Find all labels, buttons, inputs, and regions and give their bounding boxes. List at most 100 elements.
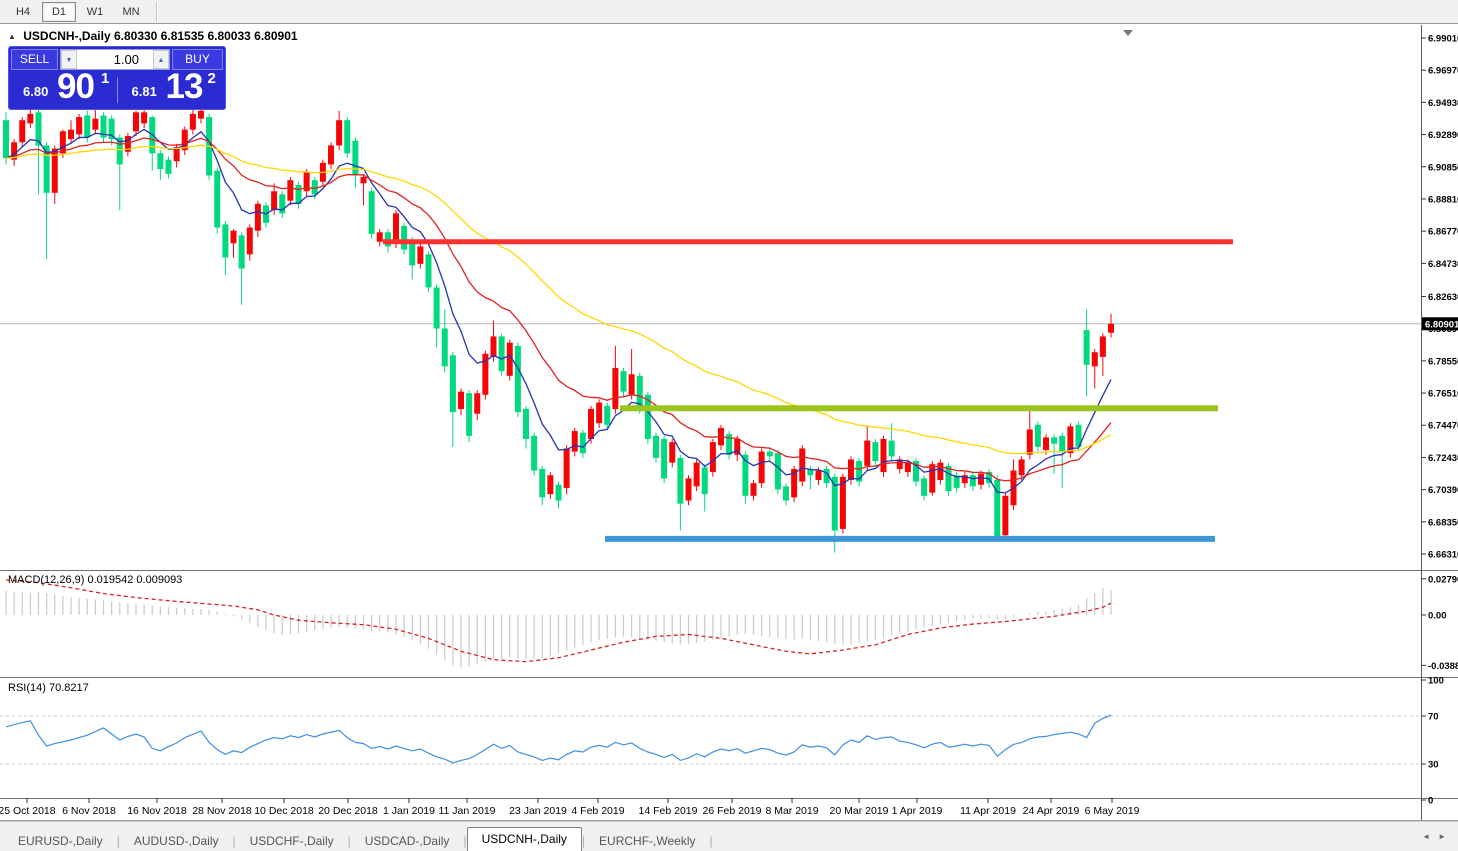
- candle-body: [311, 180, 318, 195]
- candle-body: [523, 408, 529, 439]
- timeframe-tab-w1[interactable]: W1: [86, 5, 104, 18]
- candle-body: [287, 180, 294, 201]
- candle-body: [271, 191, 278, 211]
- candle-body: [571, 431, 578, 452]
- candle-body: [238, 235, 245, 269]
- candle-body: [921, 478, 928, 496]
- candle-body: [376, 232, 383, 242]
- candle-body: [141, 112, 148, 124]
- candle-body: [1108, 323, 1114, 333]
- sell-price-big: 90: [57, 67, 95, 106]
- symbol-tab-usdcnh[interactable]: USDCNH-,Daily: [466, 827, 582, 851]
- rsi-label: RSI(14) 70.8217: [8, 682, 89, 694]
- price-tick-label: 6.74470: [1428, 421, 1458, 432]
- buy-price[interactable]: 6.81 13 2: [118, 67, 226, 109]
- candle-body: [969, 475, 976, 487]
- candle-body: [133, 112, 139, 132]
- candle-body: [742, 454, 749, 496]
- buy-price-small: 6.81: [131, 84, 157, 99]
- candle-body: [831, 476, 838, 531]
- symbol-tab-eurchf[interactable]: EURCHF-,Weekly: [599, 834, 696, 848]
- candle-body: [409, 240, 416, 266]
- candle-body: [539, 468, 546, 498]
- candle-body: [230, 230, 237, 244]
- sell-button[interactable]: SELL: [11, 49, 58, 70]
- candle-body: [953, 475, 960, 488]
- candle-body: [1075, 424, 1082, 447]
- scroll-to-end-icon[interactable]: [1123, 30, 1133, 36]
- ma-line-slow: [5, 144, 1112, 455]
- candle-body: [555, 484, 562, 501]
- ma-line-mid: [5, 137, 1112, 482]
- candle-body: [978, 473, 984, 485]
- candle-body: [393, 213, 399, 244]
- date-label: 24 Apr 2019: [1023, 805, 1080, 817]
- symbol-tab-eurusd[interactable]: EURUSD-,Daily: [18, 834, 103, 848]
- date-label: 14 Feb 2019: [639, 805, 698, 817]
- candle-body: [701, 467, 708, 495]
- candle-body: [693, 462, 700, 487]
- symbol-tab-audusd[interactable]: AUDUSD-,Daily: [133, 834, 219, 848]
- candle-body: [612, 367, 619, 409]
- price-tick-label: 6.94930: [1428, 98, 1458, 109]
- candle-body: [498, 336, 505, 372]
- price-tick-label: 6.82630: [1428, 292, 1458, 303]
- candle-body: [685, 478, 692, 501]
- tabs-scroll-right-icon[interactable]: ►: [1438, 832, 1454, 841]
- candle-body: [815, 470, 822, 480]
- candle-body: [1002, 495, 1009, 536]
- candle-body: [181, 129, 188, 151]
- candle-body: [328, 145, 334, 165]
- rsi-tick-label: 30: [1428, 760, 1439, 771]
- candle-body: [864, 440, 871, 466]
- candle-body: [1067, 426, 1074, 454]
- candle-body: [27, 113, 34, 124]
- tab-separator: |: [232, 834, 236, 848]
- candle-body: [417, 246, 424, 264]
- date-label: 10 Dec 2018: [254, 805, 314, 817]
- candle-body: [344, 120, 351, 154]
- candle-body: [709, 442, 716, 473]
- candle-body: [1051, 437, 1058, 444]
- symbol-tab-bar: EURUSD-,Daily | AUDUSD-,Daily | USDCHF-,Dail…: [0, 821, 1458, 851]
- symbol-tab-usdchf[interactable]: USDCHF-,Daily: [249, 834, 334, 848]
- candle-body: [563, 448, 570, 488]
- timeframe-toolbar: H4 D1 W1 MN: [0, 0, 1458, 24]
- timeframe-tab-d1[interactable]: D1: [42, 1, 76, 22]
- candle-body: [1034, 424, 1041, 447]
- candle-body: [1026, 429, 1033, 455]
- candle-body: [669, 442, 676, 463]
- volume-input[interactable]: 1.00: [113, 52, 139, 67]
- price-divider: [116, 77, 118, 103]
- candle-body: [734, 438, 741, 455]
- candle-body: [531, 435, 538, 471]
- date-label: 28 Nov 2018: [192, 805, 252, 817]
- macd-tick-label: 0.027908: [1428, 574, 1458, 585]
- timeframe-tab-h4[interactable]: H4: [15, 5, 31, 18]
- timeframe-tab-mn[interactable]: MN: [122, 5, 140, 18]
- ma-line-fast: [5, 128, 1112, 494]
- price-tick-label: 6.66310: [1428, 550, 1458, 561]
- price-tick-label: 6.99010: [1428, 34, 1458, 45]
- buy-button[interactable]: BUY: [172, 49, 223, 70]
- date-label: 25 Oct 2018: [0, 805, 56, 817]
- volume-up-button[interactable]: ▲: [153, 50, 169, 69]
- price-tick-label: 6.96970: [1428, 66, 1458, 77]
- candle-body: [880, 438, 887, 473]
- candle-body: [425, 254, 432, 288]
- toolbar-separator: [156, 1, 158, 22]
- price-tick-label: 6.88810: [1428, 194, 1458, 205]
- macd-label: MACD(12,26,9) 0.019542 0.009093: [8, 574, 183, 586]
- candle-body: [198, 110, 204, 119]
- volume-spinner: ▼ 1.00 ▲: [60, 49, 170, 70]
- date-label: 6 May 2019: [1085, 805, 1140, 817]
- volume-down-button[interactable]: ▼: [61, 50, 77, 69]
- sell-price[interactable]: 6.80 90 1: [9, 67, 117, 109]
- candle-body: [1043, 437, 1049, 451]
- one-click-toggle-icon[interactable]: ▲: [8, 32, 16, 41]
- tabs-scroll-left-icon[interactable]: ◄: [1422, 832, 1439, 841]
- candle-body: [945, 465, 952, 492]
- macd-tick-label: 0.00: [1428, 611, 1447, 622]
- symbol-tab-usdcad[interactable]: USDCAD-,Daily: [364, 834, 450, 848]
